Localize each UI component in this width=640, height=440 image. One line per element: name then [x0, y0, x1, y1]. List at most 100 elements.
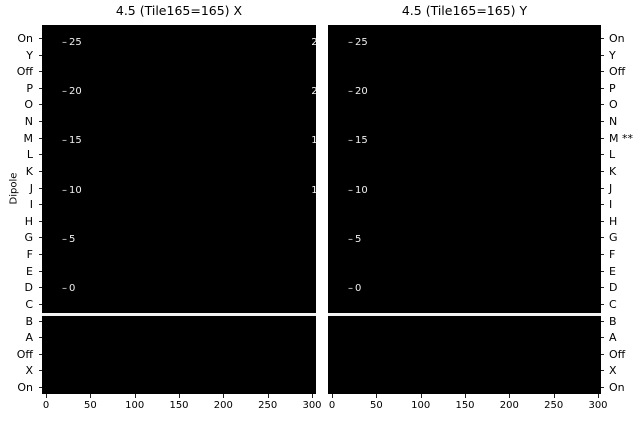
category-axis-tick-label: Off	[609, 347, 626, 361]
inner-y-tick-label: 25	[311, 38, 316, 48]
category-axis-tick-label: E	[26, 264, 33, 278]
tick-dash-icon: –	[62, 86, 67, 98]
x-axis-left: 0 50 100 150 200 250 300	[42, 394, 322, 434]
category-tick-mark	[39, 104, 42, 106]
inner-y-tick-label: –15	[62, 136, 82, 146]
category-axis-tick-label: P	[609, 81, 616, 95]
panel-divider-left	[42, 313, 316, 316]
category-axis-tick-label: O	[24, 98, 33, 112]
tick-dash-icon: –	[348, 135, 353, 147]
category-axis-tick-label: E	[609, 264, 616, 278]
tick-dash-icon: –	[348, 86, 353, 98]
inner-y-tick-value: 5	[69, 233, 76, 245]
x-tick-label: 150	[169, 400, 189, 411]
category-axis-tick-label: O	[609, 98, 618, 112]
x-tick-mark	[223, 394, 225, 398]
category-axis-tick-label: K	[609, 164, 617, 178]
category-axis-tick-label: N	[609, 115, 618, 129]
inner-y-tick-value: 20	[355, 86, 368, 98]
plot-area-right[interactable]: –25–20–15–10–5–0	[328, 25, 601, 394]
category-tick-mark	[601, 170, 604, 172]
inner-y-tick-label: –25	[62, 38, 82, 48]
category-tick-mark	[601, 204, 604, 206]
inner-y-tick-value: 10	[311, 184, 316, 196]
inner-y-tick-value: 20	[311, 86, 316, 98]
inner-y-tick-label: 10	[311, 184, 316, 196]
inner-y-tick-value: 25	[69, 37, 82, 48]
category-tick-mark	[39, 170, 42, 172]
category-axis-tick-label: Off	[16, 347, 33, 361]
category-tick-mark	[601, 104, 604, 106]
category-axis-tick-label: A	[25, 331, 33, 345]
category-axis-tick-label: On	[609, 381, 625, 394]
plot-area-left[interactable]: –25–20–15–10–5–0 2520151050	[42, 25, 316, 394]
x-tick-label: 200	[499, 400, 519, 411]
category-axis-tick-label: A	[609, 331, 617, 345]
inner-y-tick-value: 25	[311, 37, 316, 48]
x-tick-label: 0	[328, 400, 336, 411]
category-axis-tick-label: F	[609, 248, 616, 262]
inner-y-tick-value: 0	[69, 283, 76, 294]
inner-y-tick-label: –20	[348, 87, 368, 97]
category-axis-tick-label: N	[24, 115, 33, 129]
panel-title-left: 4.5 (Tile165=165) X	[115, 3, 243, 18]
category-axis-left: On Y Off P O N M L K J I H G F E D C B A Off X On	[0, 25, 36, 394]
panel-title-right: 4.5 (Tile165=165) Y	[401, 3, 528, 18]
tick-dash-icon: –	[348, 233, 353, 245]
inner-y-tick-value: 15	[355, 135, 368, 147]
category-axis-tick-label: I	[609, 198, 613, 212]
category-tick-mark	[39, 121, 42, 123]
category-tick-mark	[601, 387, 604, 388]
category-tick-mark	[601, 287, 604, 289]
category-axis-tick-label: C	[609, 297, 617, 311]
category-tick-mark	[39, 87, 42, 89]
category-tick-mark	[39, 287, 42, 289]
category-tick-mark	[39, 204, 42, 206]
category-tick-mark	[39, 54, 42, 56]
category-tick-mark	[601, 71, 604, 73]
category-tick-mark	[39, 370, 42, 372]
inner-y-tick-label: 20	[311, 87, 316, 97]
x-tick-mark	[312, 394, 313, 398]
inner-y-tick-label: –10	[348, 185, 368, 196]
category-tick-mark	[601, 320, 604, 322]
tick-dash-icon: –	[62, 283, 67, 294]
category-axis-tick-label: M	[23, 131, 34, 145]
category-axis-tick-label: D	[24, 281, 33, 295]
category-axis-tick-label: Y	[609, 48, 616, 62]
category-axis-tick-label: X	[25, 364, 33, 378]
inner-y-tick-label: –20	[62, 87, 82, 97]
x-tick-mark	[267, 394, 269, 398]
category-tick-mark	[601, 54, 604, 56]
category-axis-tick-label: B	[25, 314, 33, 328]
x-tick-label: 50	[83, 400, 97, 411]
inner-y-tick-label: –15	[348, 136, 368, 146]
category-tick-mark	[601, 237, 604, 239]
category-axis-tick-label: G	[609, 231, 618, 245]
inner-y-tick-value: 15	[69, 135, 82, 147]
category-tick-mark	[601, 254, 604, 256]
category-axis-tick-label: On	[17, 381, 33, 394]
category-tick-mark	[39, 154, 42, 156]
category-tick-mark	[601, 154, 604, 156]
x-tick-label: 0	[42, 400, 50, 411]
x-tick-mark	[553, 394, 555, 398]
category-tick-mark	[39, 254, 42, 256]
category-tick-mark	[601, 303, 604, 305]
category-axis-tick-label: I	[29, 198, 33, 212]
inner-y-tick-label: 15	[311, 136, 316, 146]
category-axis-tick-label: F	[26, 248, 33, 262]
category-tick-mark	[39, 71, 42, 73]
x-tick-mark	[465, 394, 466, 398]
category-axis-tick-label: B	[609, 314, 617, 328]
x-tick-label: 250	[258, 400, 278, 411]
category-tick-mark	[39, 387, 42, 388]
category-tick-mark	[39, 187, 42, 189]
tick-dash-icon: –	[348, 283, 353, 294]
category-axis-tick-label: H	[24, 214, 33, 228]
category-axis-tick-label: J	[29, 181, 33, 195]
x-tick-label: 100	[125, 400, 145, 411]
category-tick-mark	[601, 187, 604, 189]
x-tick-label: 300	[302, 400, 322, 411]
